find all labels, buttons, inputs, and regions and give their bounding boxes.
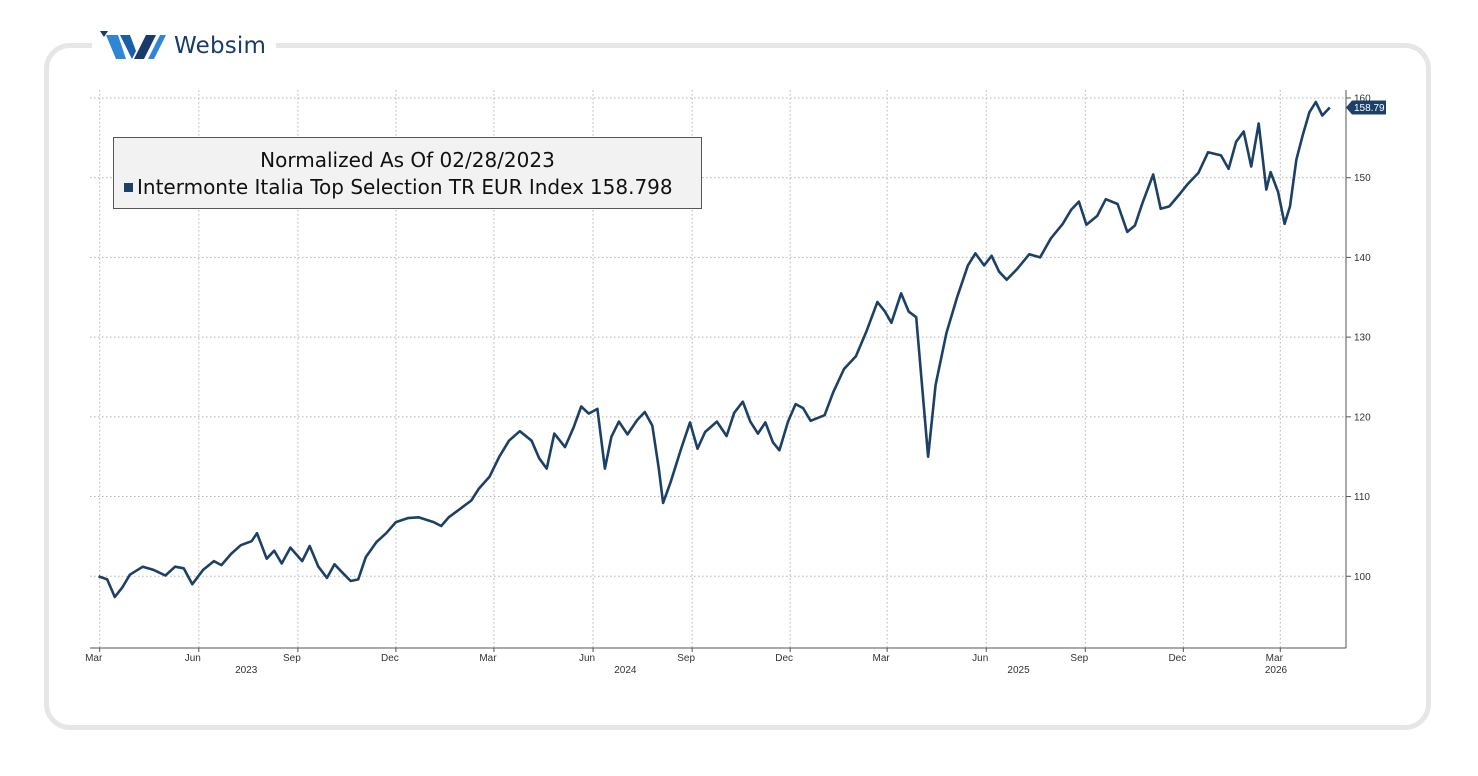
y-tick-label: 150: [1354, 173, 1371, 184]
x-tick-label: Mar: [1266, 653, 1284, 664]
chart-legend: Normalized As Of 02/28/2023 Intermonte I…: [113, 137, 702, 209]
x-tick-label: Sep: [677, 653, 695, 664]
last-value-label: 158.79: [1354, 103, 1385, 114]
axis-layer: [90, 90, 1351, 652]
websim-logo-icon: [100, 31, 166, 59]
y-tick-label: 100: [1354, 572, 1371, 583]
y-tick-label: 110: [1354, 492, 1370, 503]
x-year-label: 2023: [235, 665, 258, 676]
x-tick-label: Jun: [185, 653, 201, 664]
x-year-label: 2024: [614, 665, 637, 676]
y-tick-label: 160: [1354, 93, 1371, 104]
label-layer: 100 110 120 130 140 150 160 Mar Jun Sep Dec Mar Jun S…: [85, 93, 1386, 676]
websim-logo-text: Websim: [174, 33, 267, 59]
y-tick-label: 130: [1354, 333, 1371, 344]
x-year-label: 2025: [1007, 665, 1030, 676]
x-tick-label: Dec: [1168, 653, 1186, 664]
series-line: [98, 100, 1331, 599]
legend-last-value: 158.798: [589, 175, 673, 199]
legend-series-name: Intermonte Italia Top Selection TR EUR I…: [137, 175, 584, 199]
x-tick-label: Jun: [972, 653, 988, 664]
websim-logo: Websim: [92, 26, 277, 66]
x-tick-label: Mar: [479, 653, 497, 664]
x-year-label: 2026: [1265, 665, 1288, 676]
x-tick-label: Dec: [381, 653, 399, 664]
y-tick-label: 120: [1354, 412, 1371, 423]
x-tick-label: Mar: [873, 653, 891, 664]
chart-title: Normalized As Of 02/28/2023: [260, 148, 555, 172]
legend-swatch: [124, 182, 133, 192]
x-tick-label: Sep: [1070, 653, 1088, 664]
x-tick-label: Dec: [775, 653, 793, 664]
series-layer: [98, 100, 1331, 599]
x-tick-label: Jun: [579, 653, 595, 664]
y-tick-label: 140: [1354, 253, 1371, 264]
x-tick-label: Sep: [283, 653, 301, 664]
x-tick-label: Mar: [85, 653, 103, 664]
last-value-tag: [1346, 100, 1386, 115]
legend-entry: Intermonte Italia Top Selection TR EUR I…: [124, 175, 673, 199]
